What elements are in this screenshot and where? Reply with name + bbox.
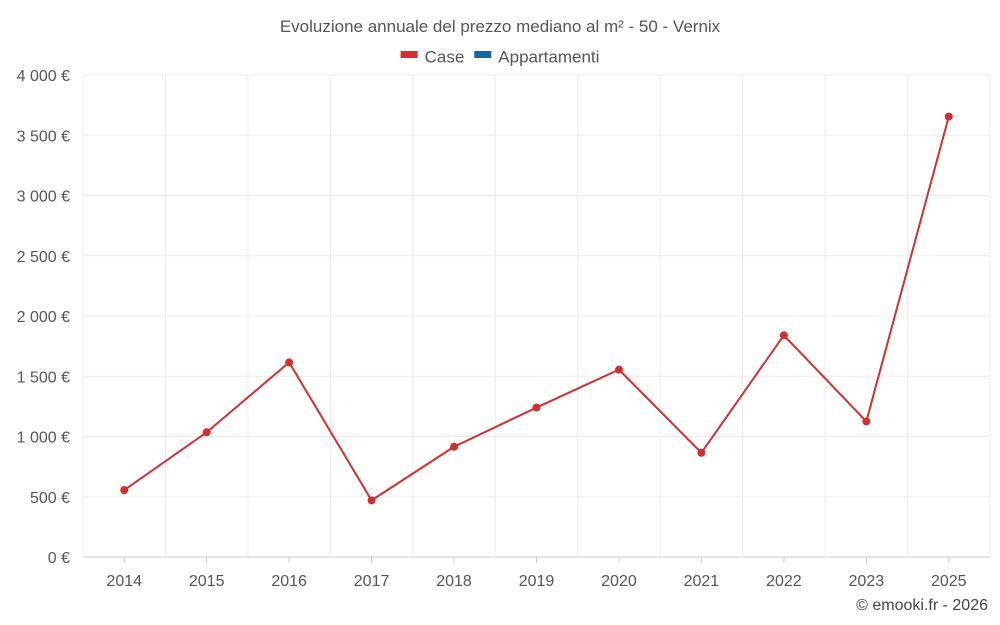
x-tick-label: 2025 <box>931 573 967 590</box>
data-point[interactable] <box>614 365 623 374</box>
data-point[interactable] <box>944 112 953 121</box>
y-tick-label: 4 000 € <box>17 68 70 85</box>
y-tick-label: 1 000 € <box>17 430 70 447</box>
x-tick-label: 2020 <box>601 573 637 590</box>
grid-lines <box>82 74 991 558</box>
legend-label: Case <box>425 47 465 66</box>
x-axis: 2014 2015 2016 2017 2018 2019 2020 2021 2022 2023… <box>106 557 967 590</box>
data-point[interactable] <box>450 442 459 451</box>
y-axis: 0 € 500 € 1 000 € 1 500 € 2 000 € 2 500 € 3 00… <box>17 68 70 567</box>
x-tick-label: 2022 <box>766 573 802 590</box>
x-tick-label: 2018 <box>436 573 472 590</box>
legend-label: Appartamenti <box>498 47 599 66</box>
y-tick-label: 3 500 € <box>17 128 70 145</box>
data-point[interactable] <box>697 448 706 457</box>
data-point[interactable] <box>202 428 211 437</box>
x-tick-label: 2021 <box>684 573 720 590</box>
y-tick-label: 1 500 € <box>17 369 70 386</box>
data-point[interactable] <box>862 417 871 426</box>
legend-item-appartamenti[interactable]: Appartamenti <box>474 47 599 66</box>
x-tick-label: 2014 <box>106 573 142 590</box>
legend-swatch <box>400 51 418 58</box>
x-tick-label: 2016 <box>271 573 307 590</box>
chart-title: Evoluzione annuale del prezzo mediano al… <box>280 17 721 36</box>
legend-item-case[interactable]: Case <box>400 47 465 66</box>
series-layer <box>120 112 953 505</box>
x-tick-label: 2015 <box>189 573 225 590</box>
data-point[interactable] <box>779 331 788 340</box>
data-point[interactable] <box>285 358 294 367</box>
data-point[interactable] <box>367 496 376 505</box>
y-tick-label: 2 500 € <box>17 249 70 266</box>
x-tick-label: 2019 <box>519 573 555 590</box>
x-tick-label: 2017 <box>354 573 390 590</box>
y-tick-label: 500 € <box>30 490 70 507</box>
data-point[interactable] <box>532 403 541 412</box>
y-tick-label: 3 000 € <box>17 189 70 206</box>
x-tick-label: 2023 <box>849 573 885 590</box>
credit-text: © emooki.fr - 2026 <box>856 597 988 614</box>
legend-swatch <box>474 51 492 58</box>
y-tick-label: 0 € <box>48 550 70 567</box>
chart-legend: Case Appartamenti <box>400 47 599 66</box>
data-point[interactable] <box>120 486 129 495</box>
y-tick-label: 2 000 € <box>17 309 70 326</box>
